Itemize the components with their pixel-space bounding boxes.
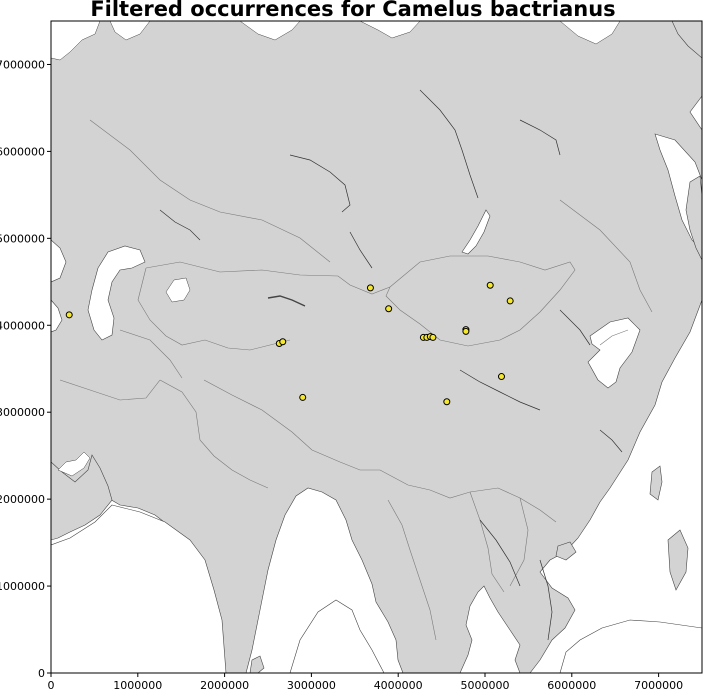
y-axis: 0 1000000 2000000 3000000 4000000 5000000 6000… (0, 58, 51, 680)
water-black-sea (51, 239, 67, 283)
x-tick-label: 7000000 (634, 679, 683, 690)
water-lake-balkhash (267, 295, 306, 307)
water-lake-baikal (461, 209, 491, 255)
x-tick-label: 6000000 (547, 679, 596, 690)
land-arabia (51, 454, 113, 541)
occurrence-point (462, 327, 470, 335)
x-tick-label: 5000000 (461, 679, 510, 690)
land-philippines (667, 529, 689, 591)
occurrence-point (65, 311, 73, 319)
land-hainan (555, 541, 577, 561)
x-tick-label: 0 (48, 679, 55, 690)
occurrence-points (65, 281, 514, 406)
water-bay-of-bengal (289, 599, 385, 673)
y-tick-label: 5000000 (0, 232, 45, 245)
land-taiwan (649, 465, 663, 501)
x-tick-label: 1000000 (113, 679, 162, 690)
x-axis: 0 1000000 2000000 3000000 4000000 5000000 6000… (48, 673, 683, 690)
occurrence-point (299, 393, 307, 401)
x-tick-label: 3000000 (287, 679, 336, 690)
occurrence-point (506, 297, 514, 305)
y-tick-label: 3000000 (0, 406, 45, 419)
water-persian-gulf (57, 451, 91, 477)
water-south-china-sea (559, 619, 702, 673)
plot-frame (50, 20, 703, 674)
y-tick-label: 6000000 (0, 145, 45, 158)
land-japan (685, 175, 702, 261)
occurrence-point (486, 281, 494, 289)
y-tick-label: 4000000 (0, 319, 45, 332)
occurrence-point (497, 373, 505, 381)
land-sri-lanka (249, 655, 265, 673)
water-yellow-sea (587, 317, 641, 389)
water-arabian-sea (51, 504, 227, 673)
rivers (159, 89, 623, 641)
land-kamchatka (671, 21, 702, 59)
y-tick-label: 2000000 (0, 493, 45, 506)
water-mediterranean (51, 299, 63, 333)
country-borders (59, 119, 653, 641)
y-tick-label: 0 (38, 667, 45, 680)
chart-title: Filtered occurrences for Camelus bactria… (90, 0, 616, 21)
occurrence-point (366, 284, 374, 292)
y-tick-label: 7000000 (0, 58, 45, 71)
water-arctic-inlets (51, 21, 621, 61)
occurrence-point (385, 305, 393, 313)
y-tick-label: 1000000 (0, 580, 45, 593)
basemap (51, 21, 702, 673)
occurrence-point (429, 333, 437, 341)
water-caspian-sea (87, 245, 146, 341)
x-tick-label: 4000000 (374, 679, 423, 690)
occurrence-point (443, 398, 451, 406)
water-aral-sea (165, 277, 191, 303)
x-tick-label: 2000000 (200, 679, 249, 690)
occurrence-point (279, 338, 287, 346)
